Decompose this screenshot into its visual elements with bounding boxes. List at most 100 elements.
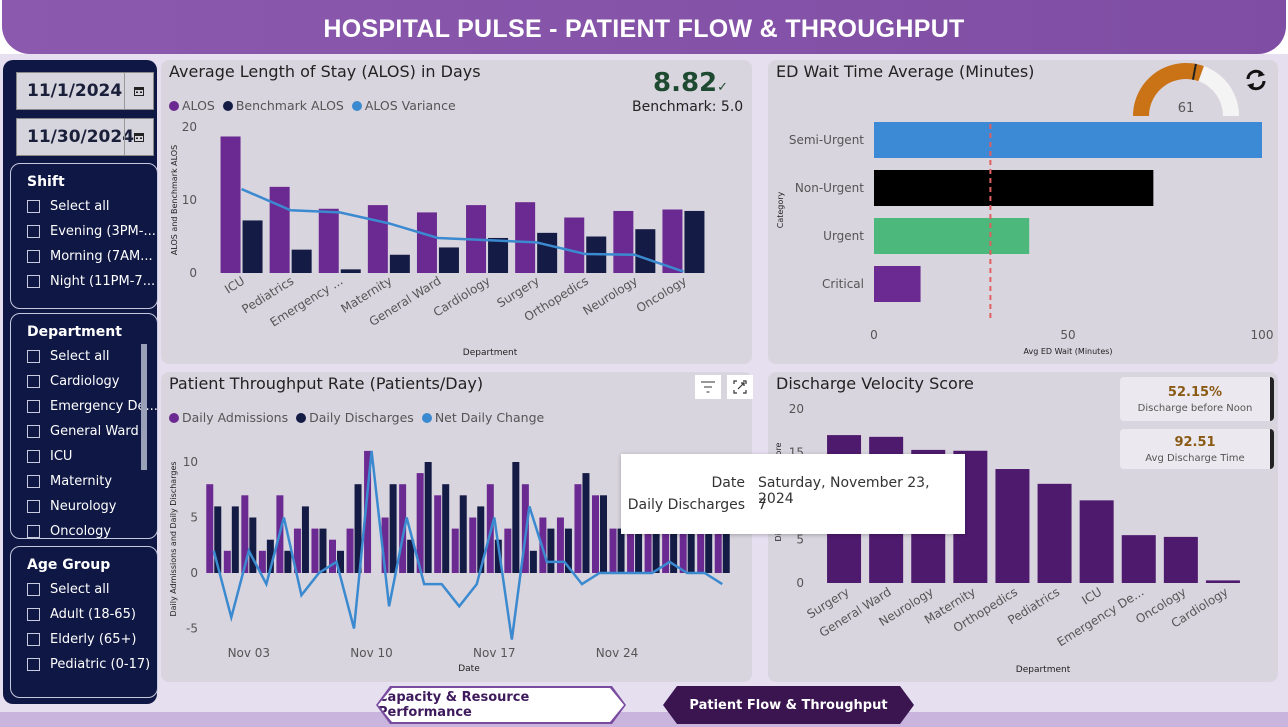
alos-bar: [220, 136, 241, 273]
age-group-option[interactable]: Select all: [11, 577, 157, 602]
start-date-input[interactable]: 11/1/2024: [16, 72, 154, 110]
checkbox-icon[interactable]: [27, 633, 40, 646]
department-option[interactable]: General Ward: [11, 419, 157, 444]
focus-mode-icon[interactable]: [727, 375, 753, 399]
admissions-bar: [662, 517, 670, 573]
admissions-bar: [679, 528, 687, 573]
department-option[interactable]: Emergency De...: [11, 394, 157, 419]
checkbox-icon[interactable]: [27, 608, 40, 621]
y-tick-label: 10: [183, 455, 198, 469]
velocity-bar: [1079, 500, 1114, 583]
checkbox-icon[interactable]: [27, 400, 40, 413]
checkbox-icon[interactable]: [27, 225, 40, 238]
alos-bar: [613, 210, 634, 273]
discharges-bar: [477, 506, 485, 573]
department-option[interactable]: ICU: [11, 444, 157, 469]
admissions-bar: [293, 528, 301, 573]
age-group-option[interactable]: Pediatric (0-17): [11, 652, 157, 677]
start-date-value: 11/1/2024: [27, 81, 123, 101]
velocity-bar: [995, 469, 1030, 583]
y-axis-title: Daily Admissions and Daily Discharges: [169, 461, 178, 616]
y-tick-label: 5: [796, 533, 804, 547]
legend-label: Daily Discharges: [309, 410, 414, 425]
filter-icon[interactable]: [695, 375, 721, 399]
shift-option[interactable]: Select all: [11, 194, 157, 219]
admissions-bar: [416, 473, 424, 573]
age-group-option[interactable]: Elderly (65+): [11, 627, 157, 652]
checkbox-icon[interactable]: [27, 250, 40, 263]
ed-wait-title: ED Wait Time Average (Minutes): [776, 62, 1035, 81]
gauge-track: [1198, 66, 1239, 116]
checkbox-icon[interactable]: [27, 583, 40, 596]
wait-bar: [874, 122, 1262, 158]
x-tick-label: Oncology: [634, 274, 689, 316]
legend-swatch: [351, 101, 362, 111]
benchmark-bar: [635, 229, 656, 273]
wait-bar: [874, 218, 1030, 254]
discharges-bar: [687, 528, 695, 573]
checkbox-icon[interactable]: [27, 350, 40, 363]
option-label: Neurology: [50, 499, 117, 514]
checkbox-icon[interactable]: [27, 658, 40, 671]
velocity-bar: [1205, 580, 1240, 583]
benchmark-bar: [488, 237, 509, 273]
discharges-bar: [424, 462, 432, 573]
wait-bar: [874, 266, 921, 302]
tooltip-metric-value: 7: [758, 497, 767, 513]
checkbox-icon[interactable]: [27, 500, 40, 513]
shift-option[interactable]: Night (11PM-7...: [11, 269, 157, 294]
discharges-bar: [459, 495, 467, 573]
x-tick-label: Nov 10: [350, 646, 393, 660]
admissions-bar: [644, 528, 652, 573]
y-tick-label: 20: [789, 402, 804, 416]
legend-swatch: [222, 101, 233, 111]
department-option[interactable]: Maternity: [11, 469, 157, 494]
x-axis-title: Department: [463, 348, 518, 358]
shift-option[interactable]: Evening (3PM-...: [11, 219, 157, 244]
kpi-value: 52.15%: [1167, 385, 1223, 400]
calendar-icon[interactable]: [124, 119, 153, 155]
discharges-bar: [284, 550, 292, 573]
checkbox-icon[interactable]: [27, 475, 40, 488]
checkbox-icon[interactable]: [27, 375, 40, 388]
y-tick-label: 0: [190, 566, 198, 580]
x-axis-title: Date: [458, 664, 480, 674]
discharge-title: Discharge Velocity Score: [776, 374, 974, 393]
discharges-bar: [722, 506, 730, 573]
discharges-bar: [617, 528, 625, 573]
scrollbar[interactable]: [141, 344, 147, 470]
discharges-bar: [214, 506, 222, 573]
checkbox-icon[interactable]: [27, 450, 40, 463]
checkbox-icon[interactable]: [27, 275, 40, 288]
admissions-bar: [504, 528, 512, 573]
department-option[interactable]: Cardiology: [11, 369, 157, 394]
discharges-bar: [266, 539, 274, 573]
refresh-icon[interactable]: [1242, 66, 1270, 98]
option-label: Select all: [50, 199, 110, 214]
velocity-bar: [1121, 535, 1156, 583]
discharges-bar: [407, 539, 415, 573]
checkbox-icon[interactable]: [27, 200, 40, 213]
option-label: Night (11PM-7...: [50, 274, 156, 289]
checkbox-icon[interactable]: [27, 425, 40, 438]
shift-option[interactable]: Morning (7AM...: [11, 244, 157, 269]
option-label: Morning (7AM...: [50, 249, 153, 264]
age-group-option[interactable]: Adult (18-65): [11, 602, 157, 627]
end-date-input[interactable]: 11/30/2024: [16, 118, 154, 156]
kpi-value: 92.51: [1174, 435, 1216, 450]
department-option[interactable]: Neurology: [11, 494, 157, 519]
benchmark-bar: [438, 247, 459, 273]
age-group-filter-title: Age Group: [27, 557, 111, 573]
calendar-icon[interactable]: [124, 73, 153, 109]
legend-label: Daily Admissions: [182, 410, 289, 425]
tab-capacity[interactable]: Capacity & Resource Performance: [378, 688, 624, 722]
tab-patient-flow[interactable]: Patient Flow & Throughput: [663, 686, 914, 724]
admissions-bar: [311, 528, 319, 573]
y-axis-title: Category: [776, 191, 785, 228]
admissions-bar: [556, 517, 564, 573]
checkbox-icon[interactable]: [27, 525, 40, 538]
department-option[interactable]: Select all: [11, 344, 157, 369]
department-option[interactable]: Oncology: [11, 519, 157, 538]
ed-wait-panel: ED Wait Time Average (Minutes) Semi-Urge…: [768, 60, 1278, 364]
